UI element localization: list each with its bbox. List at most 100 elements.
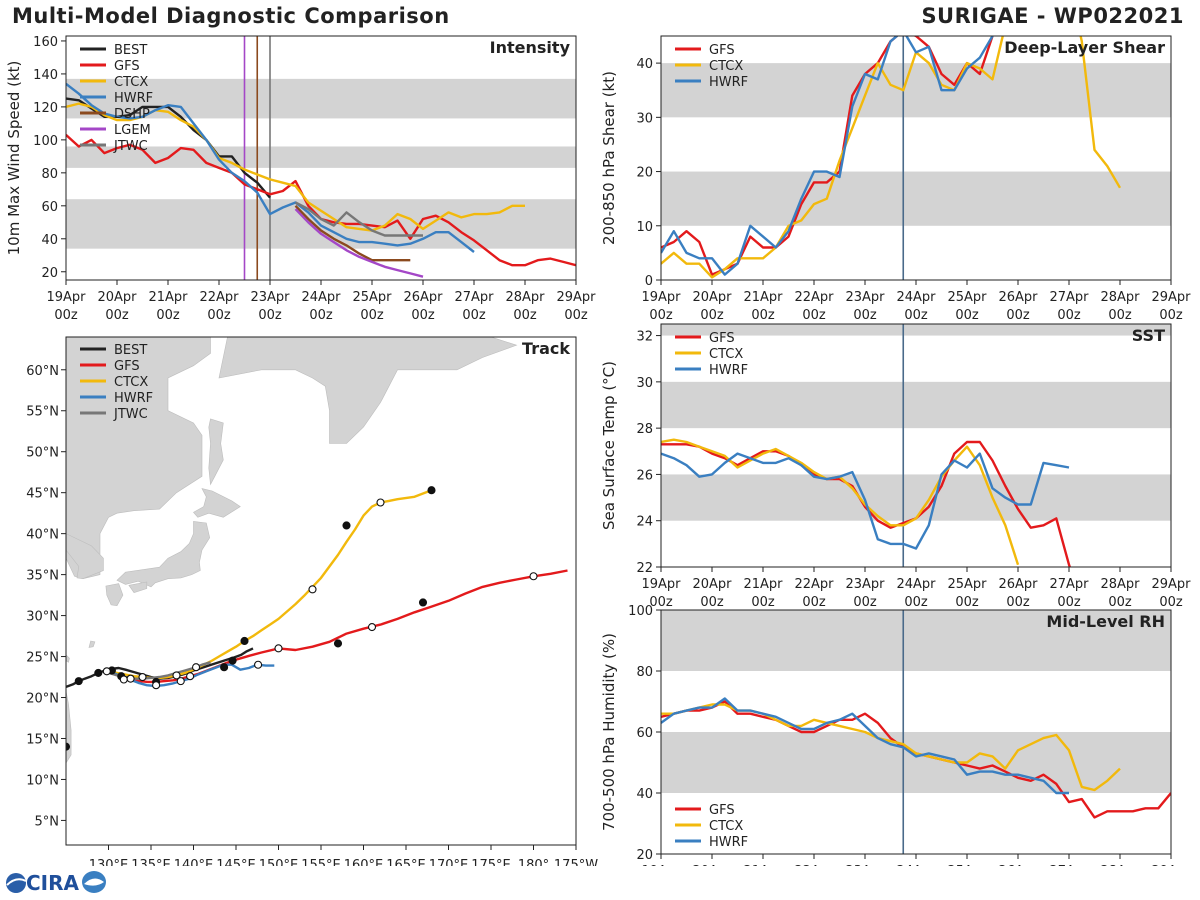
shear-legend-label-ctcx: CTCX [709, 59, 743, 74]
rh-xtick-label: 22Apr [794, 864, 834, 866]
track-xtick-label: 160°E [344, 858, 384, 866]
intensity-legend-label-jtwc: JTWC [113, 139, 148, 154]
sst-legend-label-gfs: GFS [709, 331, 735, 346]
track-legend-label-gfs: GFS [114, 359, 140, 374]
shear-xtick-label: 25Apr [947, 290, 987, 305]
land-sakhalin [208, 418, 224, 486]
track-legend-label-best: BEST [114, 343, 147, 358]
shear-ytick-label: 10 [636, 220, 653, 235]
track-marker-gfs [274, 644, 283, 653]
sst-xtick-label: 00z [853, 595, 877, 610]
land-luzon [66, 690, 72, 764]
intensity-ytick-label: 160 [33, 35, 58, 50]
sst-ytick-label: 26 [636, 468, 653, 483]
intensity-ytick-label: 20 [41, 266, 58, 281]
sst-xtick-label: 00z [904, 595, 928, 610]
track-marker-jtwc [126, 674, 135, 683]
intensity-ytick-label: 40 [41, 233, 58, 248]
intensity-xtick-label: 00z [411, 308, 435, 323]
shear-xtick-label: 00z [1159, 308, 1183, 323]
sst-xtick-label: 00z [751, 595, 775, 610]
track-marker-jtwc [192, 663, 201, 672]
intensity-xtick-label: 00z [207, 308, 231, 323]
shear-ytick-label: 40 [636, 57, 653, 72]
track-xtick-label: 130°E [89, 858, 129, 866]
shear-xtick-label: 29Apr [1151, 290, 1191, 305]
track-marker-best [74, 677, 83, 686]
shear-xtick-label: 00z [1108, 308, 1132, 323]
shear-xtick-label: 00z [751, 308, 775, 323]
shear-xtick-label: 24Apr [896, 290, 936, 305]
sst-xtick-label: 25Apr [947, 577, 987, 592]
rh-title: Mid-Level RH [1046, 612, 1165, 631]
shear-xtick-label: 00z [853, 308, 877, 323]
intensity-series-dshp [294, 204, 411, 262]
land-kyushu [105, 583, 124, 607]
sst-legend-label-hwrf: HWRF [709, 363, 748, 378]
intensity-xtick-label: 00z [462, 308, 486, 323]
shear-title: Deep-Layer Shear [1004, 38, 1165, 57]
land-korea [66, 533, 104, 580]
shear-xtick-label: 00z [1006, 308, 1030, 323]
intensity-xtick-label: 00z [564, 308, 588, 323]
track-legend-label-ctcx: CTCX [114, 375, 148, 390]
rh-xtick-label: 29Apr [1151, 864, 1191, 866]
track-marker-ctcx [342, 521, 351, 530]
shear-xtick-label: 00z [955, 308, 979, 323]
shear-ytick-label: 30 [636, 111, 653, 126]
sst-chart: 22 24 26 28 30 32 19Apr 00z 20Apr 00z 21Apr 00z 22Ap… [600, 323, 1191, 610]
intensity-xtick-label: 00z [156, 308, 180, 323]
track-marker-hwrf [254, 660, 263, 669]
track-ytick-label: 20°N [26, 692, 59, 707]
intensity-xtick-label: 25Apr [352, 290, 392, 305]
track-xtick-label: 135°E [131, 858, 171, 866]
shear-xtick-label: 27Apr [1049, 290, 1089, 305]
track-marker-gfs [418, 598, 428, 607]
rh-band-0 [661, 732, 1171, 793]
intensity-ytick-label: 100 [33, 134, 58, 149]
sst-title: SST [1132, 326, 1165, 345]
track-ytick-label: 55°N [26, 405, 59, 420]
shear-xtick-label: 00z [802, 308, 826, 323]
rh-xtick-label: 25Apr [947, 864, 987, 866]
shear-series-hwrf [661, 36, 994, 276]
track-ytick-label: 30°N [26, 610, 59, 625]
track-ytick-label: 15°N [26, 732, 59, 747]
intensity-xtick-label: 24Apr [301, 290, 341, 305]
rh-series-hwrf [661, 697, 1069, 795]
intensity-xtick-label: 00z [105, 308, 129, 323]
shear-chart: 0 10 20 30 40 19Apr 00z 20Apr 00z 21Apr 00z 22Apr 00… [600, 35, 1191, 323]
intensity-legend-label-gfs: GFS [114, 59, 140, 74]
rh-plot-area [661, 610, 1171, 854]
land-shikoku [128, 581, 148, 593]
sst-xtick-label: 20Apr [692, 577, 732, 592]
land-taiwan [66, 654, 70, 663]
shear-xtick-label: 23Apr [845, 290, 885, 305]
intensity-legend-label-dshp: DSHP [114, 107, 150, 122]
sst-band-2 [661, 324, 1171, 336]
rh-xtick-label: 27Apr [1049, 864, 1089, 866]
track-marker-best [66, 742, 71, 751]
track-marker-gfs [367, 623, 377, 632]
sst-xtick-label: 00z [1006, 595, 1030, 610]
track-marker-hwrf [152, 681, 161, 690]
land-honshu [116, 521, 211, 588]
page-title: Multi-Model Diagnostic Comparison [12, 4, 450, 28]
rh-xtick-label: 26Apr [998, 864, 1038, 866]
intensity-xtick-label: 23Apr [250, 290, 290, 305]
track-ytick-label: 5°N [35, 814, 60, 829]
intensity-legend-label-hwrf: HWRF [114, 91, 153, 106]
sst-ytick-label: 28 [636, 422, 653, 437]
rh-xtick-label: 24Apr [896, 864, 936, 866]
track-marker-ctcx [376, 498, 385, 507]
sst-xtick-label: 00z [802, 595, 826, 610]
track-marker-gfs [529, 572, 538, 581]
shear-series-gfs [661, 36, 994, 276]
intensity-ytick-label: 140 [33, 68, 58, 83]
intensity-xtick-label: 22Apr [199, 290, 239, 305]
rh-ytick-label: 100 [628, 604, 653, 619]
sst-series-hwrf [661, 452, 1070, 550]
